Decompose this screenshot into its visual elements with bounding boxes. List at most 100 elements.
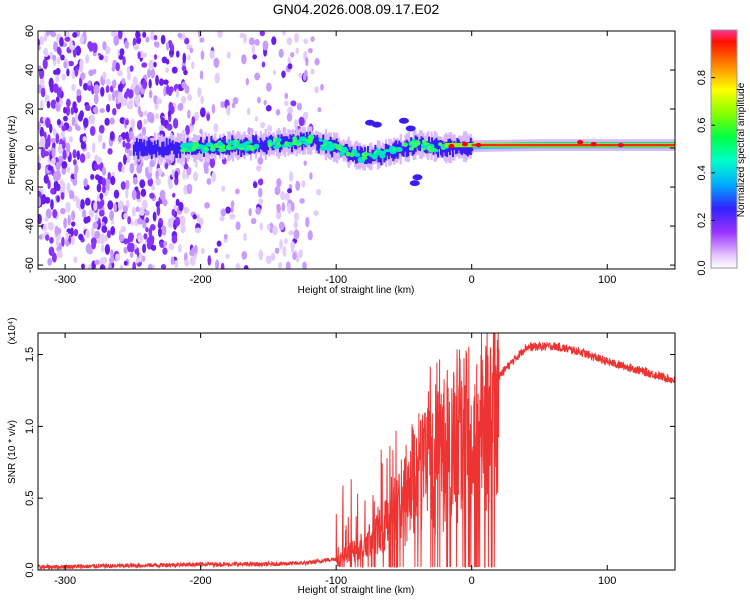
noise-cell [45,234,50,241]
noise-cell [86,151,91,160]
signal-band [171,140,174,151]
signal-blob [371,153,378,160]
noise-cell [301,180,306,188]
noise-cell [120,225,126,233]
colorbar-tick-label: 0.4 [696,165,708,180]
noise-cell [155,113,159,120]
signal-band [223,135,226,154]
noise-cell [160,116,165,126]
colorbar-gradient [711,30,737,268]
noise-cell [131,206,136,217]
x-tick-label: -100 [325,575,347,587]
noise-cell [79,153,86,164]
signal-blob [204,146,209,151]
x-tick-label: 100 [598,274,616,286]
noise-cell [159,189,166,201]
signal-blob [241,142,248,147]
noise-cell [284,92,289,100]
signal-band [259,137,262,150]
signal-blob [217,142,224,146]
noise-cell [79,72,86,80]
noise-cell [287,188,293,194]
noise-cell [141,255,146,263]
noise-cell [112,79,117,89]
noise-cell [59,36,64,47]
noise-cell [55,101,61,112]
signal-band [320,139,323,148]
signal-blob [299,136,307,142]
noise-cell [194,158,198,168]
noise-cell [257,96,261,104]
noise-cell [60,130,65,138]
y-tick-label: 1.0 [24,419,36,434]
signal-band [462,141,465,154]
spectrogram-ylabel: Frequency (Hz) [7,116,18,185]
noise-cell [84,197,91,206]
noise-cell [110,226,116,236]
noise-cell [267,124,273,133]
noise-cell [229,213,236,220]
noise-cell [100,243,105,253]
noise-cell [53,180,59,191]
noise-cell [286,112,293,122]
noise-cell [91,142,96,154]
signal-blob [389,145,396,152]
noise-cell [43,223,47,232]
noise-cell [220,101,225,108]
noise-cell [211,171,216,183]
noise-cell [136,164,142,174]
signal-band [365,154,368,165]
noise-cell [215,259,220,269]
noise-cell [94,230,101,239]
noise-cell [43,48,48,55]
noise-cell [309,172,313,180]
noise-cell [43,150,50,157]
noise-cell [290,100,297,107]
noise-cell [259,121,266,129]
noise-cell [105,45,111,55]
noise-cell [38,196,42,207]
noise-cell [94,259,100,265]
noise-cell [123,260,128,266]
noise-cell [282,246,287,257]
noise-cell [180,95,187,104]
noise-cell [110,249,114,258]
noise-cell [287,57,291,64]
noise-cell [98,124,105,134]
noise-cell [61,125,67,132]
noise-cell [225,206,231,214]
noise-cell [145,226,149,233]
signal-band [135,138,138,156]
x-tick-label: 100 [598,575,616,587]
noise-cell [118,234,125,242]
signal-band [289,134,292,145]
noise-cell [87,41,93,50]
noise-cell [87,80,92,86]
colorbar-tick-label: 0.0 [696,260,708,275]
noise-cell [160,34,166,45]
noise-cell [148,59,155,70]
noise-cell [48,222,55,231]
noise-cell [67,60,74,67]
signal-band [158,146,161,156]
signal-band [208,145,211,155]
noise-cell [134,84,140,96]
noise-cell [60,192,65,200]
noise-cell [38,154,41,164]
noise-cell [93,201,98,212]
signal-band [207,142,210,153]
noise-cell [122,56,126,66]
signal-band [377,150,380,163]
noise-cell [55,161,61,171]
noise-cell [65,240,70,247]
noise-cell [93,84,100,95]
signal-band [162,141,165,158]
noise-cell [168,182,173,190]
noise-cell [61,160,68,169]
noise-cell [162,247,168,255]
noise-cell [239,32,245,39]
noise-cell [47,258,53,266]
noise-cell [60,207,66,215]
noise-cell [277,262,283,269]
noise-cell [175,50,180,58]
